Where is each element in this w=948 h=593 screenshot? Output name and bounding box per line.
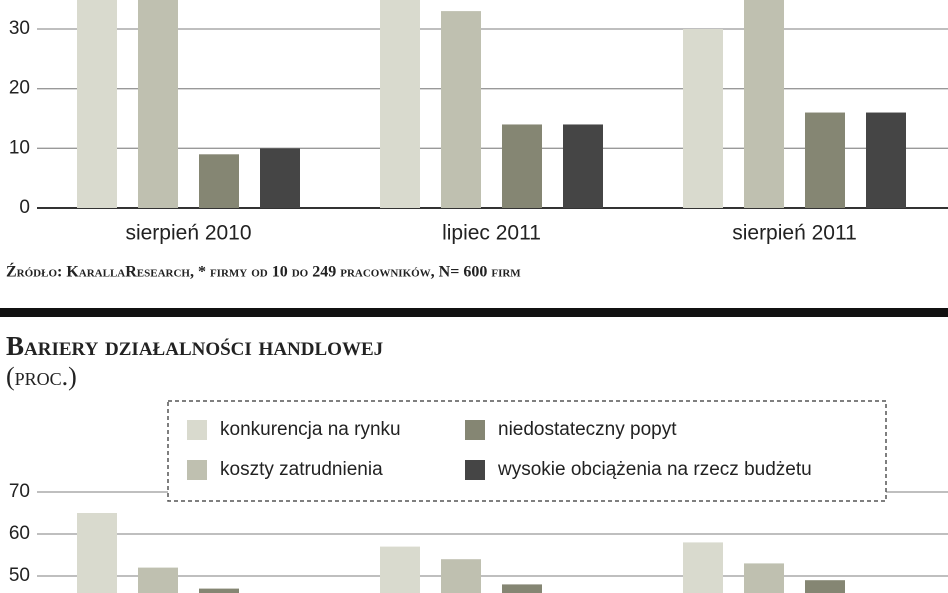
bar xyxy=(683,542,723,593)
legend-box xyxy=(167,400,887,502)
bar xyxy=(138,567,178,593)
y-tick-label: 20 xyxy=(9,78,30,99)
chart-subtitle: (proc.) xyxy=(6,362,77,391)
source-note: Źródło: KarallaResearch, * firmy od 10 d… xyxy=(6,262,521,281)
x-tick-label: lipiec 2011 xyxy=(442,222,541,245)
y-tick-label: 0 xyxy=(19,197,30,218)
y-tick-label: 50 xyxy=(9,565,30,586)
bar xyxy=(260,148,300,208)
legend-label: koszty zatrudnienia xyxy=(220,459,383,480)
y-tick-label: 60 xyxy=(9,523,30,544)
legend-swatch xyxy=(187,420,207,440)
legend-label: niedostateczny popyt xyxy=(498,419,677,440)
bar xyxy=(77,513,117,593)
legend-swatch xyxy=(187,460,207,480)
bar xyxy=(380,546,420,593)
legend-label: konkurencja na rynku xyxy=(220,419,401,440)
y-tick-label: 30 xyxy=(9,18,30,39)
x-tick-label: sierpień 2011 xyxy=(732,222,857,245)
bar xyxy=(744,563,784,593)
bar xyxy=(199,588,239,593)
bar xyxy=(138,0,178,209)
y-tick-label: 70 xyxy=(9,481,30,502)
chart-top: 0 10 20 30 sierpień 2010 lipiec 2011 sierpień … xyxy=(9,0,948,245)
bar xyxy=(805,112,845,208)
bar xyxy=(805,580,845,593)
bar xyxy=(380,0,420,209)
bar xyxy=(199,154,239,208)
bar xyxy=(77,0,117,209)
y-tick-label: 10 xyxy=(9,137,30,158)
legend: konkurencja na rynku koszty zatrudnienia n… xyxy=(167,400,887,502)
legend-swatch xyxy=(465,460,485,480)
bar xyxy=(563,124,603,208)
bar xyxy=(502,124,542,208)
bar xyxy=(441,559,481,593)
bar xyxy=(441,11,481,208)
legend-label: wysokie obciążenia na rzecz budżetu xyxy=(497,459,812,480)
bar xyxy=(744,0,784,209)
bar xyxy=(502,584,542,593)
chart-title: Bariery działalności handlowej xyxy=(6,331,383,361)
bar xyxy=(866,112,906,208)
x-tick-label: sierpień 2010 xyxy=(125,222,251,245)
separator xyxy=(0,308,948,317)
bar xyxy=(683,29,723,208)
legend-swatch xyxy=(465,420,485,440)
